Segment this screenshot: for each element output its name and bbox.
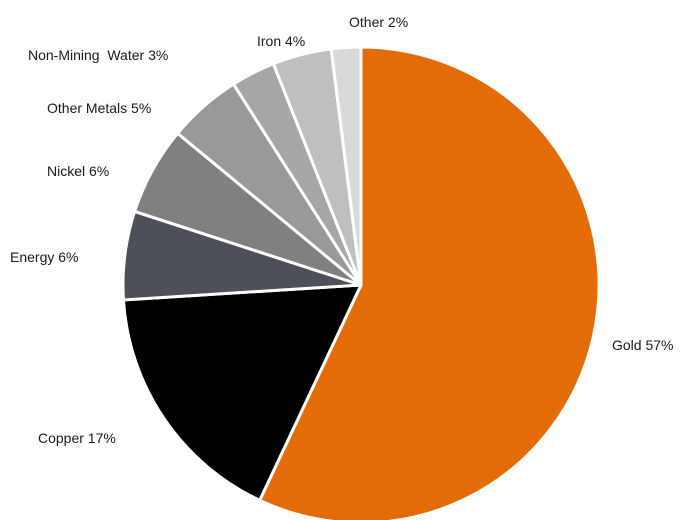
slice-label-non-mining-water: Non-Mining Water 3% [28,47,168,63]
slice-label-copper: Copper 17% [38,430,116,446]
slice-label-other-metals: Other Metals 5% [47,100,151,116]
pie-slice-gold [258,45,601,520]
slice-label-energy: Energy 6% [10,249,78,265]
pie-labels: Gold 57% Copper 17% Energy 6% Nickel 6% Othe… [10,14,673,446]
pie-slice-other [329,45,363,287]
slice-label-gold: Gold 57% [612,337,673,353]
slice-label-nickel: Nickel 6% [47,163,109,179]
pie-slices [121,45,601,520]
pie-slice-copper [121,283,363,502]
slice-label-other: Other 2% [349,14,408,30]
slice-label-iron: Iron 4% [257,33,305,49]
